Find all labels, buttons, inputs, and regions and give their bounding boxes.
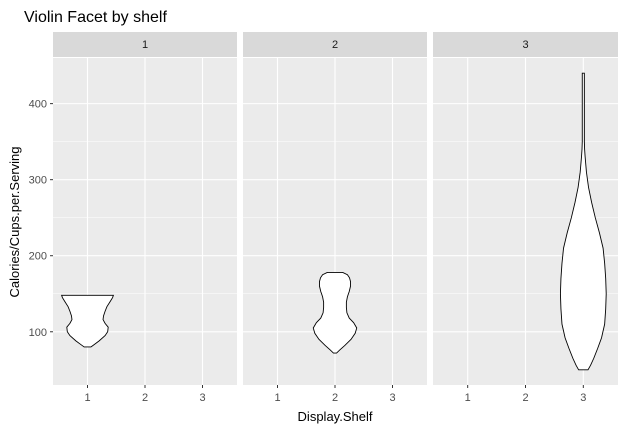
y-axis-title: Calories/Cups.per.Serving xyxy=(7,146,22,297)
facet-strip xyxy=(243,32,427,57)
y-tick-label: 200 xyxy=(29,251,47,263)
y-tick-label: 300 xyxy=(29,175,47,187)
facet-panel-2: 2 1 2 3 xyxy=(243,32,427,404)
y-axis: 100 200 300 400 xyxy=(29,99,53,339)
facet-panel-1: 1 1 2 3 xyxy=(53,32,237,404)
x-tick-label: 1 xyxy=(84,392,90,404)
facet-strip xyxy=(53,32,237,57)
x-tick-label: 2 xyxy=(332,392,338,404)
x-tick-label: 1 xyxy=(274,392,280,404)
violin-shelf-3 xyxy=(559,72,607,371)
x-axis-title: Display.Shelf xyxy=(298,409,373,424)
x-tick-label: 2 xyxy=(522,392,528,404)
y-tick-label: 400 xyxy=(29,99,47,111)
facet-panel-3: 3 1 2 3 xyxy=(433,32,618,404)
y-tick-label: 100 xyxy=(29,327,47,339)
facet-strip-label: 3 xyxy=(522,39,528,51)
x-tick-label: 1 xyxy=(465,392,471,404)
x-tick-label: 3 xyxy=(389,392,395,404)
facet-strip-label: 2 xyxy=(332,39,338,51)
facet-strip-label: 1 xyxy=(142,39,148,51)
chart-title: Violin Facet by shelf xyxy=(24,9,167,26)
violin-shelf-2 xyxy=(312,272,358,354)
facet-strip xyxy=(433,32,618,57)
x-tick-label: 3 xyxy=(199,392,205,404)
violin-shelf-1 xyxy=(61,294,115,348)
x-tick-label: 2 xyxy=(142,392,148,404)
x-tick-label: 3 xyxy=(580,392,586,404)
facets: 1 1 2 3 2 1 2 3 3 1 2 3 100 200 300 400 xyxy=(29,32,618,404)
